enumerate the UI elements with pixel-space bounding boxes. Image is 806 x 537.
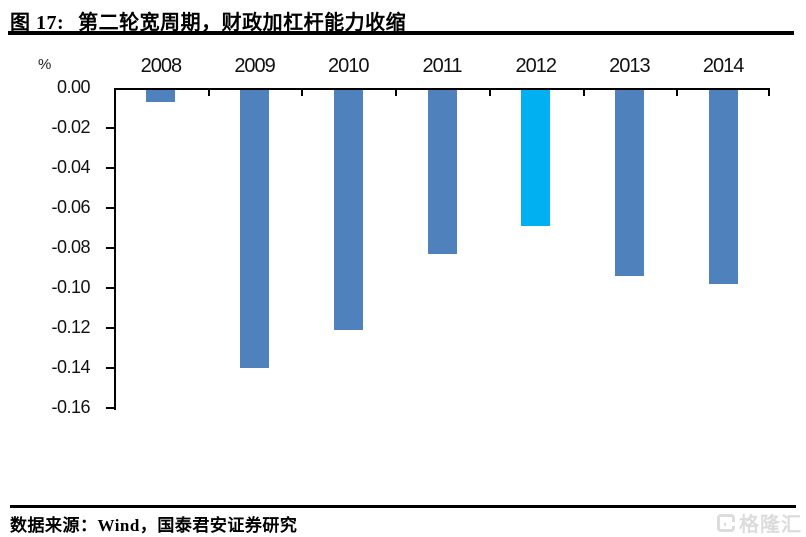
x-tick-label-2011: 2011 [422, 55, 462, 77]
bar-2013 [615, 90, 644, 276]
x-tick-label-2008: 2008 [140, 55, 182, 77]
gelonghui-logo-icon [717, 513, 735, 532]
y-tick-label--0.12: -0.12 [51, 317, 90, 337]
y-axis-tick [106, 367, 114, 369]
x-tick-label-2013: 2013 [609, 55, 650, 77]
y-axis-tick [106, 207, 114, 209]
bar-2012 [521, 90, 550, 226]
bar-2010 [334, 90, 363, 330]
y-axis-tick [106, 167, 114, 169]
y-tick-label--0.10: -0.10 [51, 277, 90, 297]
y-axis-tick [106, 127, 114, 129]
y-tick-label--0.06: -0.06 [51, 197, 90, 217]
footer-divider [10, 505, 796, 508]
bar-2008 [146, 90, 175, 102]
y-axis-tick [106, 287, 114, 289]
x-axis-tick [301, 90, 304, 96]
bar-2009 [240, 90, 269, 368]
x-axis-tick [582, 90, 585, 96]
figure-title: 第二轮宽周期，财政加杠杆能力收缩 [78, 12, 407, 34]
title-divider [8, 31, 794, 35]
y-tick-label--0.16: -0.16 [51, 397, 90, 417]
gelonghui-watermark: 格隆汇 [717, 508, 802, 537]
x-axis-tick [676, 90, 679, 96]
y-tick-label--0.08: -0.08 [51, 237, 90, 257]
x-tick-label-2014: 2014 [702, 55, 744, 77]
y-axis-tick [106, 327, 114, 329]
data-source-text: 数据来源：Wind，国泰君安证券研究 [10, 516, 298, 535]
y-tick-label--0.04: -0.04 [51, 157, 90, 177]
x-axis-tick [207, 90, 210, 96]
bar-2011 [428, 90, 457, 254]
y-axis-tick [106, 407, 114, 409]
figure-number-label: 图 17: [10, 12, 65, 34]
bar-chart: % 2008 2009 2010 2011 2012 2013 2014 0.00 -0.02… [0, 40, 806, 460]
bar-2014 [709, 90, 738, 284]
y-axis-line [114, 88, 116, 410]
y-axis-tick [106, 247, 114, 249]
x-axis-tick [488, 90, 491, 96]
x-tick-label-2012: 2012 [515, 55, 556, 77]
x-tick-label-2010: 2010 [328, 55, 369, 77]
zero-baseline [114, 88, 770, 90]
figure-title-row: 图 17: 第二轮宽周期，财政加杠杆能力收缩 [10, 6, 790, 35]
y-axis-unit-label: % [38, 56, 52, 73]
x-axis-tick [768, 90, 770, 96]
x-tick-label-2009: 2009 [234, 55, 275, 77]
y-tick-label--0.02: -0.02 [51, 117, 90, 137]
y-tick-label-0.00: 0.00 [56, 77, 91, 97]
y-tick-label--0.14: -0.14 [51, 357, 90, 377]
x-axis-tick [395, 90, 398, 96]
gelonghui-logo-text: 格隆汇 [739, 514, 802, 536]
